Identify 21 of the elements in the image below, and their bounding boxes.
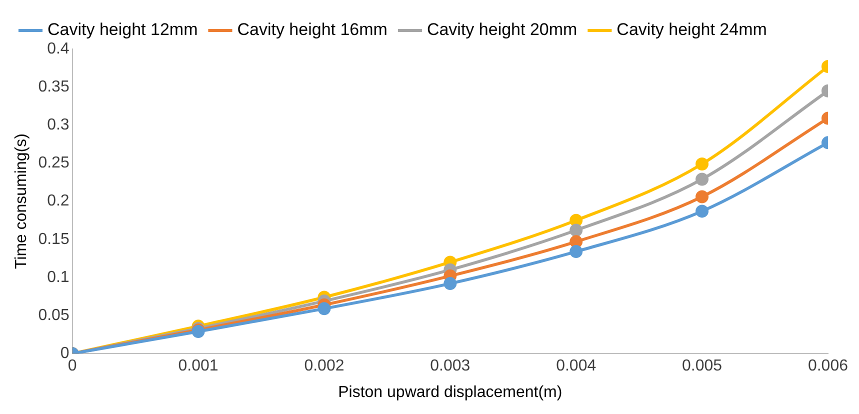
y-tick-label: 0 bbox=[60, 345, 70, 362]
legend-label: Cavity height 20mm bbox=[426, 20, 578, 40]
y-tick-label: 0.25 bbox=[38, 154, 70, 172]
x-axis-title: Piston upward displacement(m) bbox=[338, 384, 562, 401]
legend-label: Cavity height 24mm bbox=[616, 20, 767, 40]
x-tick-label: 0.006 bbox=[808, 358, 848, 375]
x-tick-label: 0.001 bbox=[178, 358, 218, 375]
legend-label: Cavity height 12mm bbox=[48, 20, 198, 40]
y-tick-label: 0.2 bbox=[47, 192, 70, 210]
y-tick-label: 0.15 bbox=[38, 230, 70, 248]
y-tick-label: 0.05 bbox=[38, 306, 70, 324]
x-tick-label: 0.003 bbox=[430, 358, 470, 375]
y-tick-label: 0.35 bbox=[38, 78, 70, 96]
x-tick-label: 0.002 bbox=[304, 358, 344, 375]
x-tick-label: 0.005 bbox=[682, 358, 722, 375]
x-tick-label: 0.004 bbox=[556, 358, 596, 375]
y-tick-label: 0.4 bbox=[47, 40, 70, 58]
y-tick-label: 0.3 bbox=[47, 116, 70, 134]
legend-label: Cavity height 16mm bbox=[237, 20, 388, 40]
y-tick-label: 0.1 bbox=[47, 268, 70, 286]
y-axis-title: Time consuming(s) bbox=[13, 134, 30, 270]
